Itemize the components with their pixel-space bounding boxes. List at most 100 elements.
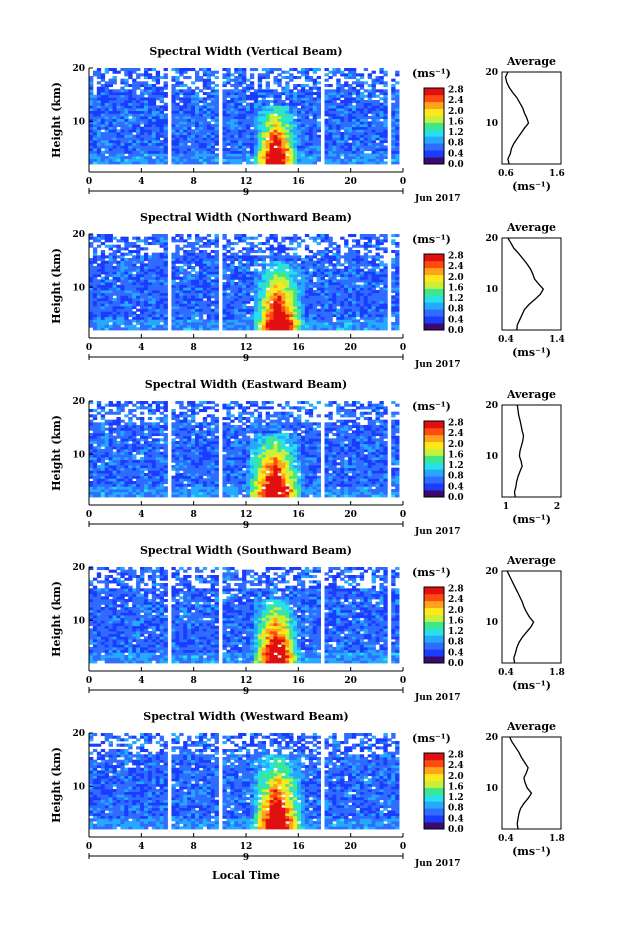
x-tick-label: 8 (191, 343, 197, 353)
heatmap-cell (96, 158, 102, 162)
heatmap-cell (297, 236, 302, 240)
heatmap-cell (351, 491, 357, 495)
heatmap-cell (187, 292, 192, 296)
heatmap-cell (198, 113, 204, 117)
heatmap-cell (222, 142, 227, 146)
heatmap-cell (198, 250, 204, 254)
heatmap-cell (324, 153, 329, 157)
heatmap-cell (238, 129, 243, 133)
heatmap-cell (112, 319, 117, 323)
heatmap-cell (108, 110, 113, 114)
heatmap-cell (140, 89, 145, 93)
heatmap-cell (367, 137, 373, 141)
heatmap-cell (312, 308, 318, 312)
heatmap-cell (210, 150, 216, 154)
heatmap-cell (277, 274, 282, 278)
heatmap-cell (191, 316, 196, 320)
heatmap-cell (277, 100, 282, 104)
heatmap-cell (214, 327, 219, 331)
heatmap-cell (383, 300, 388, 304)
heatmap-cell (316, 102, 321, 106)
heatmap-cell (355, 102, 361, 106)
heatmap-cell (206, 126, 212, 130)
heatmap-cell (249, 81, 255, 85)
heatmap-cell (289, 73, 294, 77)
heatmap-cell (108, 260, 113, 264)
heatmap-cell (92, 258, 98, 262)
heatmap-cell (136, 258, 141, 262)
heatmap-cell (277, 322, 282, 326)
heatmap-cell (332, 145, 337, 149)
heatmap-cell (187, 327, 192, 331)
heatmap-cell (198, 322, 204, 326)
heatmap-cell (198, 137, 204, 141)
heatmap-cell (171, 311, 176, 315)
heatmap-cell (297, 242, 302, 246)
heatmap-cell (191, 494, 196, 498)
heatmap-cell (316, 153, 321, 157)
heatmap-cell (96, 142, 102, 146)
heatmap-cell (371, 124, 376, 128)
heatmap-cell (257, 263, 263, 267)
heatmap-cell (371, 255, 376, 259)
heatmap-cell (112, 282, 117, 286)
heatmap-cell (391, 161, 396, 165)
heatmap-cell (136, 271, 141, 275)
heatmap-cell (108, 316, 113, 320)
heatmap-cell (300, 89, 306, 93)
heatmap-cell (300, 260, 306, 264)
heatmap-cell (210, 148, 216, 152)
heatmap-cell (324, 250, 329, 254)
heatmap-cell (163, 314, 168, 318)
heatmap-cell (214, 489, 219, 493)
heatmap-cell (230, 137, 235, 141)
heatmap-cell (151, 258, 157, 262)
heatmap-cell (112, 81, 117, 85)
heatmap-cell (120, 300, 125, 304)
heatmap-cell (246, 287, 251, 291)
heatmap-cell (136, 316, 141, 320)
heatmap-cell (128, 76, 133, 80)
heatmap-cell (316, 156, 321, 160)
heatmap-cell (171, 255, 176, 259)
heatmap-cell (285, 306, 290, 310)
heatmap-cell (281, 70, 286, 74)
heatmap-cell (179, 266, 184, 270)
heatmap-cell (136, 266, 141, 270)
heatmap-cell (230, 140, 235, 144)
heatmap-cell (269, 70, 274, 74)
heatmap-cell (242, 142, 247, 146)
heatmap-cell (108, 81, 113, 85)
heatmap-cell (222, 148, 227, 152)
heatmap-cell (351, 298, 357, 302)
heatmap-cell (293, 105, 298, 109)
heatmap-cell (222, 319, 227, 323)
heatmap-cell (253, 100, 259, 104)
heatmap-cell (124, 105, 129, 109)
heatmap-cell (351, 327, 357, 331)
heatmap-cell (116, 100, 121, 104)
heatmap-cell (202, 268, 208, 272)
heatmap-cell (191, 287, 196, 291)
heatmap-cell (261, 145, 267, 149)
heatmap-cell (269, 303, 274, 307)
heatmap-cell (234, 158, 239, 162)
heatmap-cell (163, 234, 168, 238)
heatmap-cell (253, 276, 259, 280)
heatmap-cell (120, 274, 125, 278)
heatmap-cell (395, 287, 400, 291)
heatmap-cell (202, 250, 208, 254)
heatmap-cell (269, 150, 274, 154)
heatmap-cell (238, 156, 243, 160)
heatmap-cell (151, 308, 157, 312)
heatmap-cell (242, 81, 247, 85)
heatmap-cell (391, 156, 396, 160)
heatmap-cell (332, 118, 337, 122)
heatmap-cell (344, 260, 349, 264)
heatmap-cell (147, 86, 153, 90)
heatmap-cell (179, 161, 184, 165)
heatmap-cell (304, 284, 310, 288)
heatmap-cell (348, 287, 353, 291)
heatmap-cell (171, 306, 176, 310)
heatmap-cell (100, 150, 106, 154)
